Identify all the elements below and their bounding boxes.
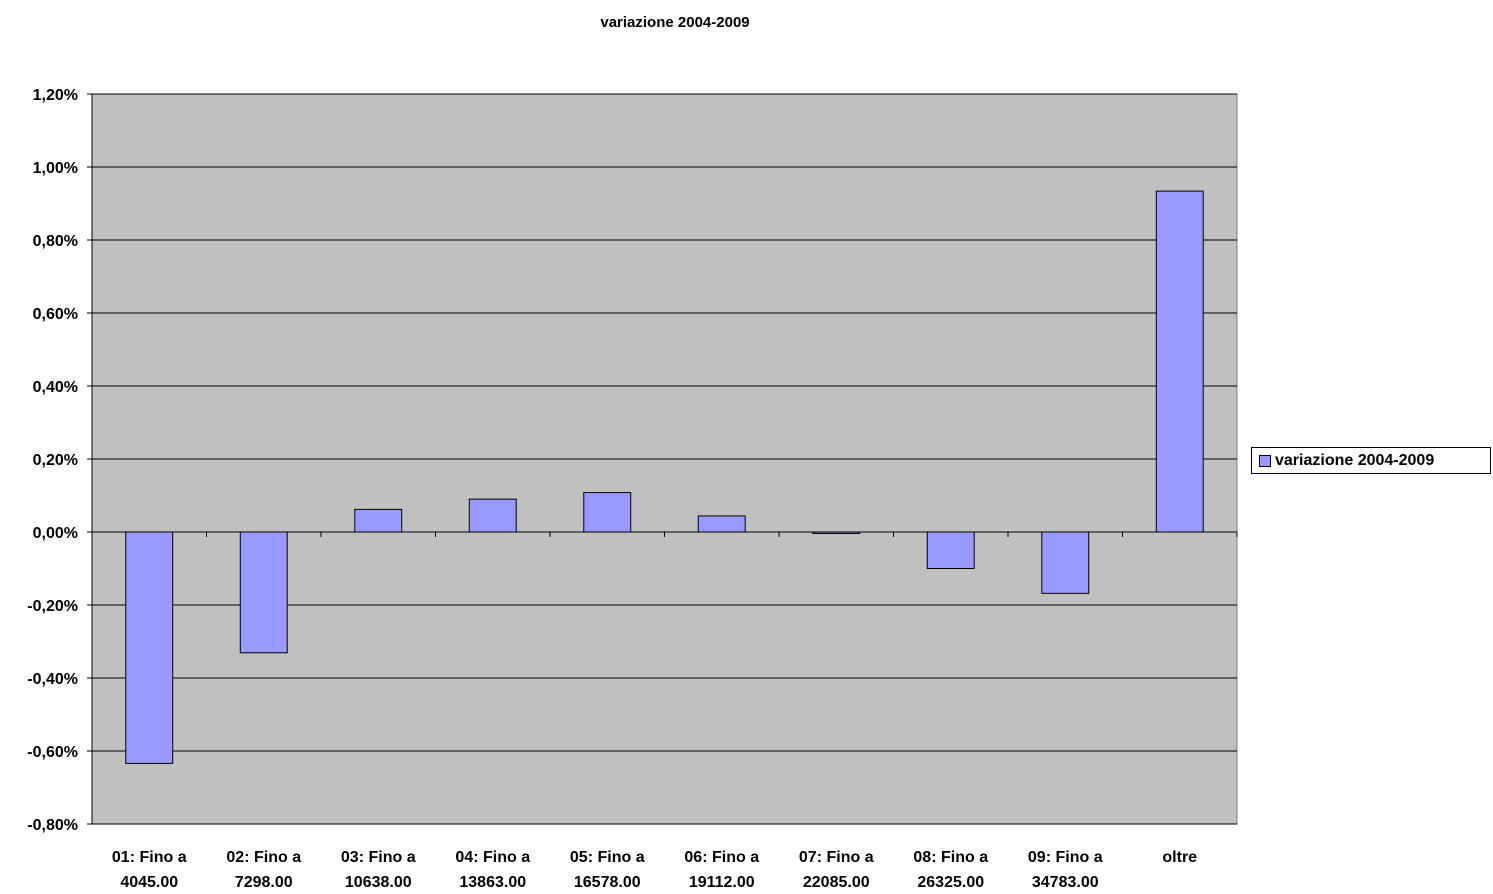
axes xyxy=(87,93,1238,825)
bar xyxy=(926,531,975,569)
x-tick-label: oltre xyxy=(1162,849,1197,866)
x-tick-label: 09: Fino a 34783.00 xyxy=(1028,849,1103,891)
x-tick-labels: 01: Fino a 4045.00 02: Fino a 7298.00 03: Fi… xyxy=(112,849,1197,891)
y-tick-label: -0,60% xyxy=(27,744,78,761)
legend: variazione 2004-2009 xyxy=(1251,447,1491,474)
x-tick-label: 01: Fino a 4045.00 xyxy=(112,849,187,891)
bar xyxy=(583,492,632,533)
x-tick-label: 02: Fino a 7298.00 xyxy=(226,849,301,891)
y-tick-label: -0,20% xyxy=(27,598,78,615)
bar xyxy=(1155,190,1204,533)
y-tick-label: -0,40% xyxy=(27,671,78,688)
bar xyxy=(1041,531,1090,594)
y-tick-label: 1,20% xyxy=(33,87,78,104)
bar xyxy=(468,498,517,533)
y-tick-label: 0,00% xyxy=(33,525,78,542)
legend-label: variazione 2004-2009 xyxy=(1275,451,1435,469)
chart-title: variazione 2004-2009 xyxy=(600,14,750,31)
y-tick-label: 1,00% xyxy=(33,160,78,177)
legend-swatch xyxy=(1259,454,1271,467)
bar xyxy=(125,531,174,764)
x-tick-label: 05: Fino a 16578.00 xyxy=(570,849,645,891)
x-tick-label: 08: Fino a 26325.00 xyxy=(913,849,988,891)
bars xyxy=(125,190,1204,764)
bar xyxy=(239,531,288,654)
bar xyxy=(697,515,746,533)
x-tick-label: 06: Fino a 19112.00 xyxy=(684,849,759,891)
x-tick-label: 03: Fino a 10638.00 xyxy=(341,849,416,891)
y-tick-label: -0,80% xyxy=(27,817,78,834)
x-tick-label: 07: Fino a 22085.00 xyxy=(799,849,874,891)
y-tick-labels: 1,20% 1,00% 0,80% 0,60% 0,40% 0,20% 0,00% -0,20… xyxy=(27,87,78,834)
y-tick-label: 0,60% xyxy=(33,306,78,323)
bar xyxy=(354,508,403,533)
x-tick-label: 04: Fino a 13863.00 xyxy=(455,849,530,891)
y-tick-label: 0,80% xyxy=(33,233,78,250)
y-tick-label: 0,40% xyxy=(33,379,78,396)
y-tick-label: 0,20% xyxy=(33,452,78,469)
